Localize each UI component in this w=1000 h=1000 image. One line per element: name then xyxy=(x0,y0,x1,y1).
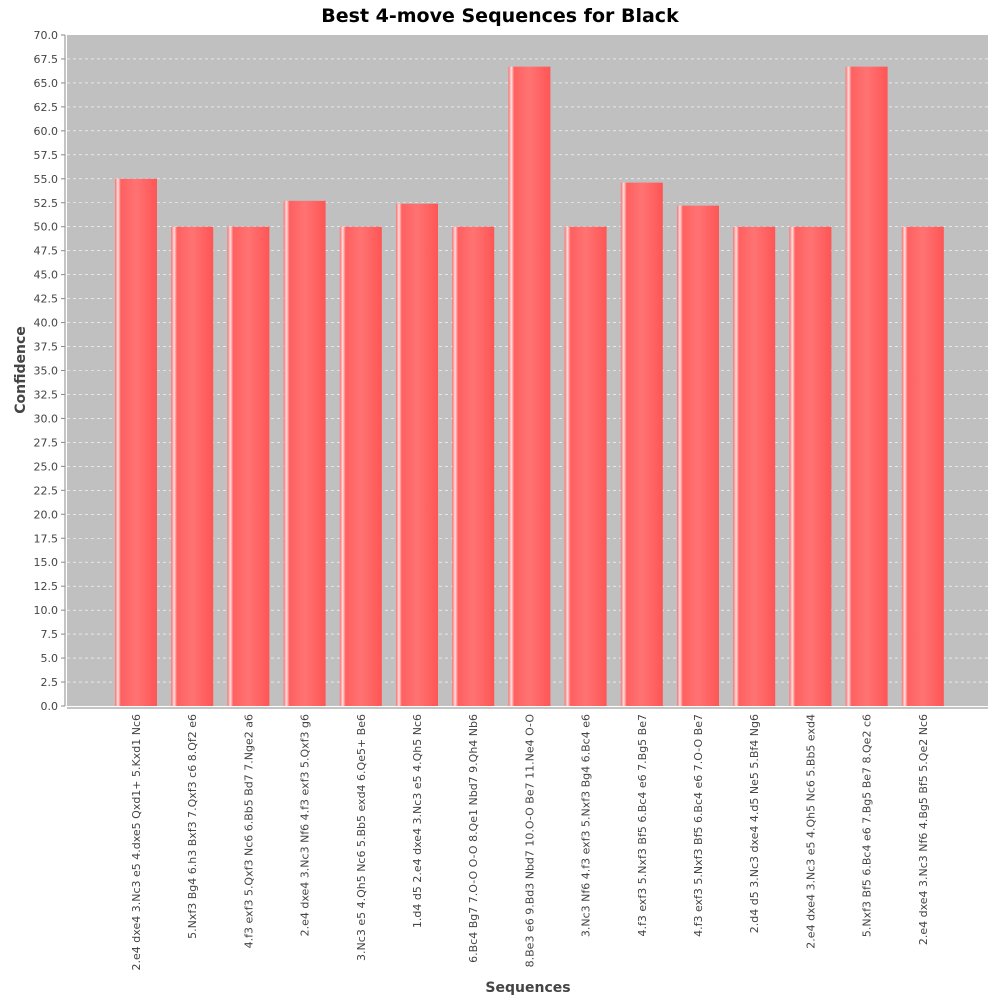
bar xyxy=(845,66,888,706)
y-tick-label: 32.5 xyxy=(34,388,59,401)
bar xyxy=(115,178,157,707)
y-tick-label: 55.0 xyxy=(34,173,59,186)
y-tick-label: 5.0 xyxy=(41,652,59,665)
x-category-label: 4.f3 exf3 5.Nxf3 Bf5 6.Bc4 e6 7.O-O Be7 xyxy=(692,714,705,937)
y-tick-label: 67.5 xyxy=(34,53,59,66)
x-category-label: 2.d4 d5 3.Nc3 dxe4 4.d5 Ne5 5.Bf4 Ng6 xyxy=(748,714,761,933)
y-tick-label: 30.0 xyxy=(34,412,59,425)
bars xyxy=(115,66,944,707)
y-tick-label: 60.0 xyxy=(34,125,59,138)
y-tick-label: 57.5 xyxy=(34,149,59,162)
x-category-label: 2.e4 dxe4 3.Nc3 e5 4.Qh5 Nc6 5.Bb5 exd4 xyxy=(804,714,817,949)
y-tick-label: 70.0 xyxy=(34,29,59,42)
x-category-label: 2.e4 dxe4 3.Nc3 Nf6 4.f3 exf3 5.Qxf3 g6 xyxy=(299,714,312,936)
y-tick-label: 10.0 xyxy=(34,604,59,617)
bar xyxy=(901,226,944,706)
y-axis-ticks: 0.0 2.5 5.0 7.5 10.0 12.5 15.0 17.5 20.0 22.5 25.0… xyxy=(34,29,65,713)
y-tick-label: 50.0 xyxy=(34,221,59,234)
bar xyxy=(452,226,495,706)
y-tick-label: 45.0 xyxy=(34,269,59,282)
y-tick-label: 7.5 xyxy=(41,628,59,641)
y-tick-label: 0.0 xyxy=(41,700,59,713)
x-axis-category-labels: 2.e4 dxe4 3.Nc3 e5 4.dxe5 Qxd1+ 5.Kxd1 N… xyxy=(130,714,930,971)
bar xyxy=(733,226,776,706)
bar xyxy=(564,226,607,706)
x-category-label: 5.Nxf3 Bf5 6.Bc4 e6 7.Bg5 Be7 8.Qe2 c6 xyxy=(861,714,874,937)
x-category-label: 1.d4 d5 2.e4 dxe4 3.Nc3 e5 4.Qh5 Nc6 xyxy=(411,714,424,928)
y-tick-label: 27.5 xyxy=(34,436,59,449)
y-tick-label: 35.0 xyxy=(34,365,59,378)
x-axis-title: Sequences xyxy=(485,980,570,996)
bar xyxy=(396,203,438,707)
y-tick-label: 22.5 xyxy=(34,484,59,497)
x-category-label: 2.e4 dxe4 3.Nc3 Nf6 4.Bg5 Bf5 5.Qe2 Nc6 xyxy=(917,714,930,945)
bar xyxy=(677,205,719,706)
bar xyxy=(171,226,214,706)
chart-title: Best 4-move Sequences for Black xyxy=(321,5,679,27)
x-category-label: 4.f3 exf3 5.Nxf3 Bf5 6.Bc4 e6 7.Bg5 Be7 xyxy=(636,714,649,937)
y-tick-label: 20.0 xyxy=(34,508,59,521)
x-category-label: 5.Nxf3 Bg4 6.h3 Bxf3 7.Qxf3 c6 8.Qf2 e6 xyxy=(186,714,199,939)
y-tick-label: 47.5 xyxy=(34,245,59,258)
y-tick-label: 15.0 xyxy=(34,556,59,569)
y-tick-label: 25.0 xyxy=(34,460,59,473)
bar xyxy=(789,226,832,706)
y-tick-label: 42.5 xyxy=(34,293,59,306)
bar xyxy=(339,226,382,706)
bar xyxy=(508,66,551,706)
y-tick-label: 37.5 xyxy=(34,341,59,354)
y-tick-label: 62.5 xyxy=(34,101,59,114)
x-category-label: 8.Be3 e6 9.Bd3 Nbd7 10.O-O Be7 11.Ne4 O-… xyxy=(523,714,536,968)
x-category-label: 6.Bc4 Bg7 7.O-O O-O 8.Qe1 Nbd7 9.Qh4 Nb6 xyxy=(467,714,480,963)
x-category-label: 4.f3 exf3 5.Qxf3 Nc6 6.Bb5 Bd7 7.Nge2 a6 xyxy=(242,714,255,948)
x-category-label: 2.e4 dxe4 3.Nc3 e5 4.dxe5 Qxd1+ 5.Kxd1 N… xyxy=(130,714,143,970)
bar xyxy=(227,226,270,706)
y-tick-label: 52.5 xyxy=(34,197,59,210)
y-tick-label: 40.0 xyxy=(34,317,59,330)
x-category-label: 3.Nc3 Nf6 4.f3 exf3 5.Nxf3 Bg4 6.Bc4 e6 xyxy=(580,714,593,937)
y-tick-label: 65.0 xyxy=(34,77,59,90)
y-tick-label: 17.5 xyxy=(34,532,59,545)
y-axis-title: Confidence xyxy=(13,326,29,414)
y-tick-label: 12.5 xyxy=(34,580,59,593)
y-tick-label: 2.5 xyxy=(41,676,59,689)
x-category-label: 3.Nc3 e5 4.Qh5 Nc6 5.Bb5 exd4 6.Qe5+ Be6 xyxy=(355,714,368,961)
bar xyxy=(283,200,326,706)
bar xyxy=(620,182,663,706)
